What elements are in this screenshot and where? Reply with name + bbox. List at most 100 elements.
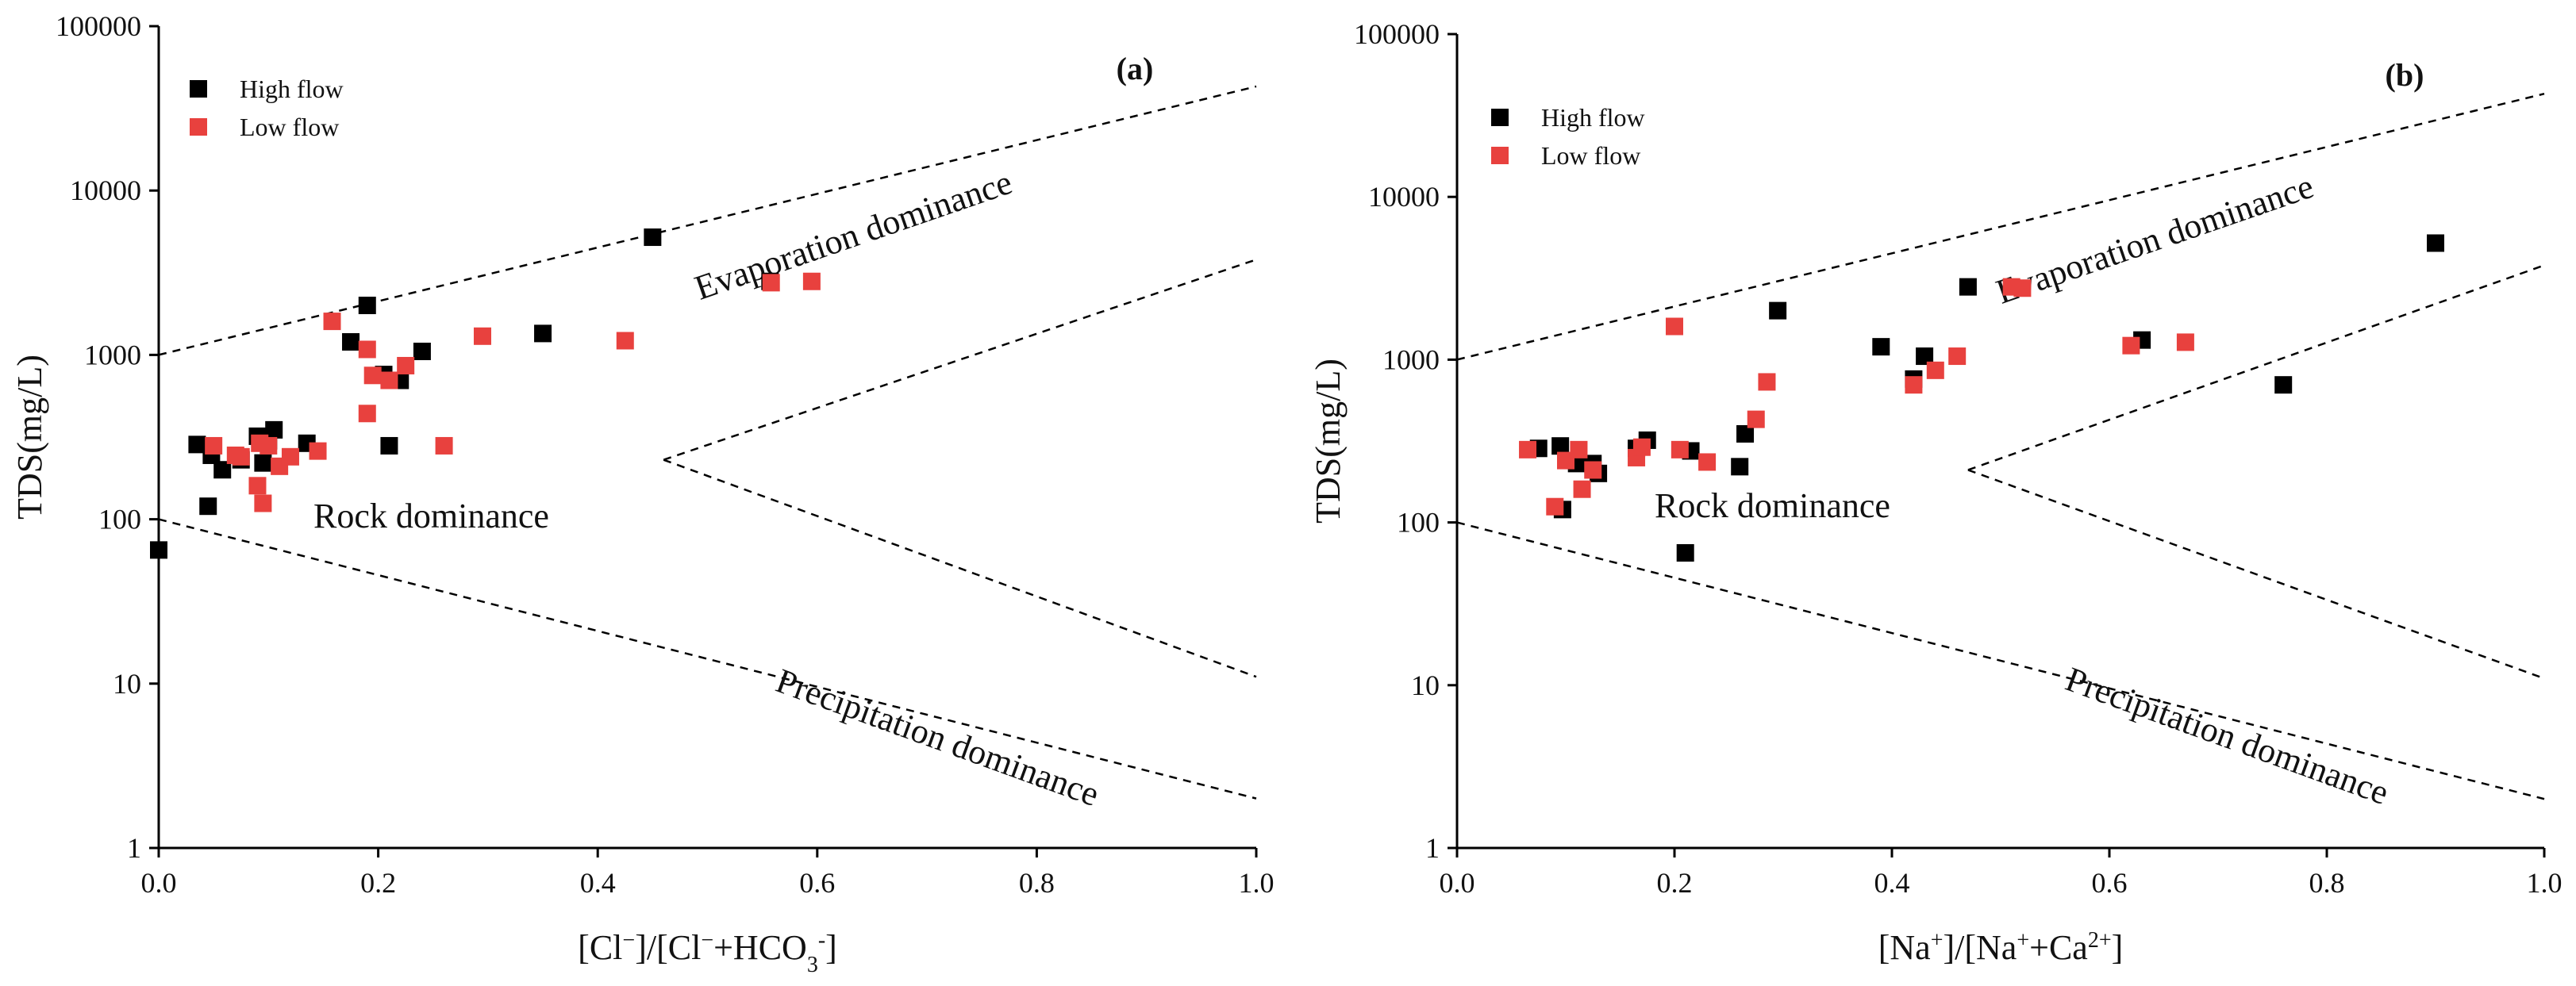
high-flow-point [380, 436, 398, 455]
y-tick-label: 1000 [1382, 343, 1440, 375]
low-flow-point [762, 274, 780, 292]
high-flow-point [2427, 234, 2444, 252]
low-flow-point [1573, 480, 1591, 498]
high-flow-point [1731, 458, 1749, 476]
panel-b: 0.0 0.2 0.4 0.6 0.8 1.0 1 10 100 1000 10000 100000 T… [1309, 18, 2563, 967]
x-axis-title-part: − [701, 928, 713, 953]
high-flow-point [254, 454, 272, 472]
y-tick-label: 10000 [1368, 181, 1440, 213]
boundary-line [158, 518, 1257, 800]
x-tick-label: 0.0 [141, 867, 177, 899]
high-flow-point [2274, 376, 2293, 394]
x-axis-title-part: ] [825, 928, 837, 967]
boundary-line [158, 85, 1257, 356]
y-tick-label: 10000 [70, 175, 141, 206]
low-flow-point [1948, 347, 1967, 366]
boundary-line [663, 458, 1257, 678]
high-flow-point [1872, 338, 1890, 356]
low-flow-point [1584, 461, 1602, 479]
high-flow-point [1769, 301, 1787, 320]
low-flow-point [380, 371, 398, 389]
low-flow-point [358, 340, 376, 359]
panel-label: (b) [2386, 57, 2424, 93]
legend-marker-low-flow [190, 118, 207, 136]
low-flow-point [1632, 438, 1651, 456]
x-axis-title-part: +Ca [2029, 928, 2088, 967]
x-tick-label: 0.6 [2092, 867, 2128, 899]
x-tick-label: 1.0 [2527, 867, 2563, 899]
legend-label-low-flow: Low flow [1541, 141, 1640, 170]
x-tick-label: 0.0 [1440, 867, 1475, 899]
low-flow-point [363, 366, 382, 385]
x-tick-label: 0.6 [799, 867, 835, 899]
low-flow-point [397, 356, 415, 374]
y-tick-label: 1 [127, 832, 141, 864]
x-tick-label: 0.8 [1019, 867, 1055, 899]
high-flow-point [265, 420, 283, 439]
boundary-line [663, 259, 1257, 461]
x-axis-title-part: [Na [1878, 928, 1931, 967]
x-tick-label: 0.2 [1657, 867, 1693, 899]
low-flow-point [1666, 317, 1683, 336]
y-tick-label: 100000 [56, 10, 141, 42]
low-flow-point [616, 332, 634, 350]
boundary-line [1456, 521, 2545, 800]
high-flow-point [150, 541, 167, 559]
low-flow-point [802, 272, 821, 290]
x-axis-title-part: ]/[Cl [635, 928, 701, 967]
x-axis-title-part: ] [2112, 928, 2124, 967]
low-flow-point [435, 436, 453, 455]
low-flow-point [1671, 440, 1689, 458]
x-axis-title-part: 3 [807, 953, 818, 977]
region-label-rock: Rock dominance [1655, 486, 1890, 525]
y-tick-label: 10 [113, 668, 141, 700]
low-flow-point [309, 442, 327, 460]
panel-label: (a) [1117, 51, 1154, 86]
high-flow-point [1916, 347, 1934, 366]
x-tick-label: 0.8 [2309, 867, 2345, 899]
high-flow-point [358, 297, 376, 315]
x-tick-label: 0.4 [580, 867, 616, 899]
series-low-flow [205, 272, 821, 512]
low-flow-point [205, 436, 223, 455]
legend-marker-high-flow [1491, 109, 1509, 126]
low-flow-point [281, 447, 299, 466]
boundary-line [1967, 264, 2545, 471]
x-axis-title-part: 2+ [2088, 928, 2112, 953]
high-flow-point [644, 228, 662, 247]
low-flow-point [2013, 279, 2032, 297]
low-flow-point [254, 494, 272, 512]
region-label-precipitation: Precipitation dominance [2061, 659, 2394, 812]
high-flow-point [188, 435, 206, 454]
low-flow-point [473, 327, 491, 345]
low-flow-point [1570, 440, 1588, 458]
high-flow-point [342, 332, 360, 351]
low-flow-point [1747, 410, 1765, 428]
low-flow-point [1905, 376, 1923, 394]
high-flow-point [1736, 424, 1755, 443]
high-flow-point [213, 461, 232, 479]
x-axis-title-part: ]/[Na [1943, 928, 2017, 967]
high-flow-point [199, 497, 217, 516]
x-axis-title-part: +HCO [713, 928, 807, 967]
high-flow-point [413, 343, 431, 361]
boundary-line [1967, 469, 2545, 680]
x-tick-label: 0.2 [360, 867, 396, 899]
legend-marker-high-flow [190, 80, 207, 98]
y-axis-title: TDS(mg/L) [1309, 359, 1348, 524]
panel-a: 0.0 0.2 0.4 0.6 0.8 1.0 1 10 100 1000 10000 100000 T… [10, 10, 1275, 977]
series-low-flow [1519, 278, 2194, 516]
high-flow-point [534, 324, 552, 343]
y-tick-label: 10 [1411, 669, 1440, 701]
high-flow-point [1676, 543, 1694, 562]
y-axis-title: TDS(mg/L) [10, 355, 49, 520]
high-flow-point [1551, 437, 1570, 455]
y-tick-label: 1000 [84, 339, 141, 370]
low-flow-point [260, 436, 278, 455]
x-axis-title-part: [Cl [578, 928, 622, 967]
low-flow-point [323, 313, 341, 331]
x-axis-title-part: - [818, 928, 825, 953]
x-tick-label: 1.0 [1239, 867, 1275, 899]
low-flow-point [1546, 497, 1564, 516]
